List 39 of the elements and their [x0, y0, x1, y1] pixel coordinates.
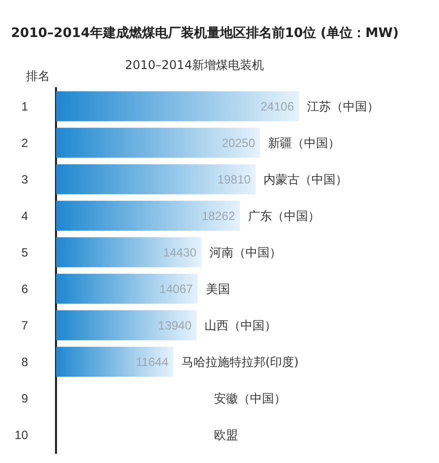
bar — [56, 237, 202, 268]
data-label: 20250 — [222, 136, 256, 150]
bar — [56, 91, 299, 122]
y-tick-label: 8 — [21, 354, 28, 369]
annotation: 欧盟 — [214, 428, 238, 442]
bar — [56, 346, 174, 377]
bar — [56, 200, 240, 231]
y-tick-label: 10 — [14, 428, 28, 442]
y-tick-label: 4 — [21, 208, 28, 223]
chart-title: 2010–2014年建成燃煤电厂装机量地区排名前10位 (单位：MW) — [11, 25, 399, 41]
y-tick-label: 6 — [21, 282, 28, 296]
data-label: 14067 — [159, 282, 194, 296]
annotation: 马哈拉施特拉邦(印度) — [181, 354, 299, 369]
annotation: 江苏（中国） — [307, 99, 379, 114]
annotation: 河南（中国） — [209, 245, 282, 260]
bar — [56, 128, 260, 158]
annotation: 内蒙古（中国） — [264, 172, 348, 186]
data-label: 14430 — [163, 245, 197, 260]
annotation: 山西（中国） — [204, 318, 277, 332]
data-label: 24106 — [260, 99, 294, 114]
data-label: 19810 — [217, 172, 252, 186]
annotation: 广东（中国） — [248, 208, 320, 223]
chart-subtitle: 2010–2014新增煤电装机 — [125, 58, 264, 72]
y-tick-label: 9 — [21, 391, 28, 406]
data-label: 13940 — [158, 318, 192, 332]
annotation: 美国 — [206, 282, 230, 296]
y-tick-label: 5 — [21, 245, 28, 260]
y-tick-label: 1 — [21, 99, 28, 114]
bar — [56, 164, 256, 194]
y-tick-label: 7 — [21, 318, 28, 332]
bar — [56, 274, 198, 304]
y-tick-label: 3 — [21, 172, 28, 186]
bar — [56, 310, 197, 340]
data-label: 18262 — [202, 208, 236, 223]
data-label: 11644 — [136, 354, 169, 369]
y-tick-label: 2 — [21, 136, 28, 150]
y-axis-title: 排名 — [26, 69, 50, 83]
annotation: 新疆（中国） — [268, 136, 340, 150]
annotation: 安徽（中国） — [214, 391, 286, 406]
